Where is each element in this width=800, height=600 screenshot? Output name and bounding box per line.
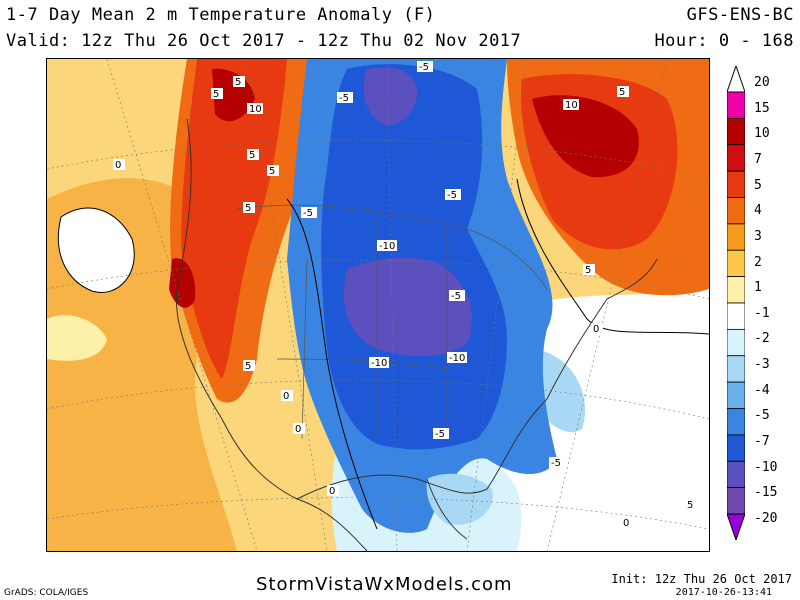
colorbar-swatch (727, 91, 745, 119)
colorbar-swatch (727, 197, 745, 225)
colorbar-swatch (727, 381, 745, 409)
northern-very-cold-region (363, 67, 418, 125)
contour-label: -10 (379, 241, 395, 252)
colorbar-label: -3 (754, 357, 770, 373)
colorbar-swatch (727, 117, 745, 146)
temperature-colorbar (727, 66, 745, 540)
coastlines (175, 118, 658, 551)
contour-label: -10 (449, 353, 465, 364)
graticule (47, 59, 709, 551)
contour-label: -5 (303, 208, 313, 219)
contour-label: -5 (551, 458, 561, 469)
contour-label: 5 (619, 87, 625, 98)
contour-label: 5 (213, 89, 219, 100)
contour-label: 0 (283, 391, 289, 402)
colorbar-swatch (727, 276, 745, 304)
colorbar-swatch (727, 170, 745, 198)
colorbar-label: -2 (754, 331, 770, 347)
colorbar-label: 2 (754, 254, 762, 270)
colorbar-swatch (727, 434, 745, 462)
contour-label: 5 (585, 265, 591, 276)
colorbar-label: -15 (754, 485, 778, 501)
colorbar-label: -10 (754, 459, 778, 475)
contour-label: 10 (249, 104, 262, 115)
colorbar-swatch (727, 460, 745, 489)
colorbar-swatch (727, 328, 745, 357)
colorbar-bottom-arrow (727, 513, 745, 540)
contour-label: -5 (339, 93, 349, 104)
northeast-max-region (532, 95, 639, 178)
anomaly-map: 5 10 5 -5 -5 10 5 5 0 5 5 -5 -5 -10 -5 5… (46, 58, 710, 552)
init-time: Init: 12z Thu 26 Oct 2017 (611, 572, 792, 586)
mexico-cool-region (426, 473, 493, 525)
colorbar-label: 15 (754, 100, 770, 116)
colorbar-swatch (727, 408, 745, 436)
colorbar-swatch (727, 249, 745, 278)
contour-label: 5 (249, 150, 255, 161)
contour-label: 5 (687, 500, 693, 511)
colorbar-label: 3 (754, 228, 762, 244)
generated-time: 2017-10-26-13:41 (675, 587, 772, 598)
anomaly-map-canvas: 5 10 5 -5 -5 10 5 5 0 5 5 -5 -5 -10 -5 5… (47, 59, 709, 551)
colorbar-label: 10 (754, 126, 770, 142)
west-max-region-south (169, 258, 196, 308)
colorbar-swatch (727, 223, 745, 251)
colorbar-swatch (727, 144, 745, 172)
contour-label: 5 (269, 166, 275, 177)
contour-labels: 5 10 5 -5 -5 10 5 5 0 5 5 -5 -5 -10 -5 5… (113, 61, 697, 529)
contour-label: -5 (451, 291, 461, 302)
contour-label: 10 (565, 100, 578, 111)
colorbar-label: 20 (754, 75, 770, 90)
colorbar-label: 4 (754, 203, 762, 219)
core-very-cold-region (343, 257, 472, 356)
contour-label: 5 (235, 77, 241, 88)
colorbar-label: 1 (754, 280, 762, 296)
contour-label: -5 (435, 429, 445, 440)
colorbar-label: -20 (754, 511, 778, 526)
contour-label: 5 (245, 203, 251, 214)
pacific-neutral-region (58, 208, 135, 293)
colorbar-label: -4 (754, 382, 770, 398)
model-name: GFS-ENS-BC (686, 5, 794, 25)
contour-label: -5 (419, 62, 429, 73)
site-name: StormVistaWxModels.com (256, 574, 513, 595)
contour-label: -10 (371, 358, 387, 369)
colorbar-swatch (727, 302, 745, 330)
colorbar-label: -7 (754, 434, 770, 450)
map-title: 1-7 Day Mean 2 m Temperature Anomaly (F) (6, 5, 436, 25)
colorbar-swatch (727, 355, 745, 383)
contour-label: 0 (115, 160, 121, 171)
colorbar-label: 7 (754, 151, 762, 167)
colorbar-top-arrow (727, 66, 745, 93)
colorbar-label: 5 (754, 177, 762, 193)
contour-label: 5 (245, 361, 251, 372)
contour-label: 0 (295, 424, 301, 435)
west-hot-region (181, 59, 287, 379)
zero-contours (57, 178, 709, 530)
valid-period: Valid: 12z Thu 26 Oct 2017 - 12z Thu 02 … (6, 31, 522, 51)
contour-label: 0 (329, 486, 335, 497)
colorbar-label: -1 (754, 305, 770, 321)
forecast-hours: Hour: 0 - 168 (654, 31, 794, 51)
strong-cold-region (321, 64, 507, 450)
colorbar-swatches (727, 66, 745, 540)
grads-credit: GrADS: COLA/IGES (4, 588, 89, 598)
contour-label: 0 (623, 518, 629, 529)
colorbar-label: -5 (754, 408, 770, 424)
contour-label: -5 (447, 190, 457, 201)
contour-label: 0 (593, 324, 599, 335)
pacific-light-region (47, 315, 107, 361)
colorbar-swatch (727, 487, 745, 515)
